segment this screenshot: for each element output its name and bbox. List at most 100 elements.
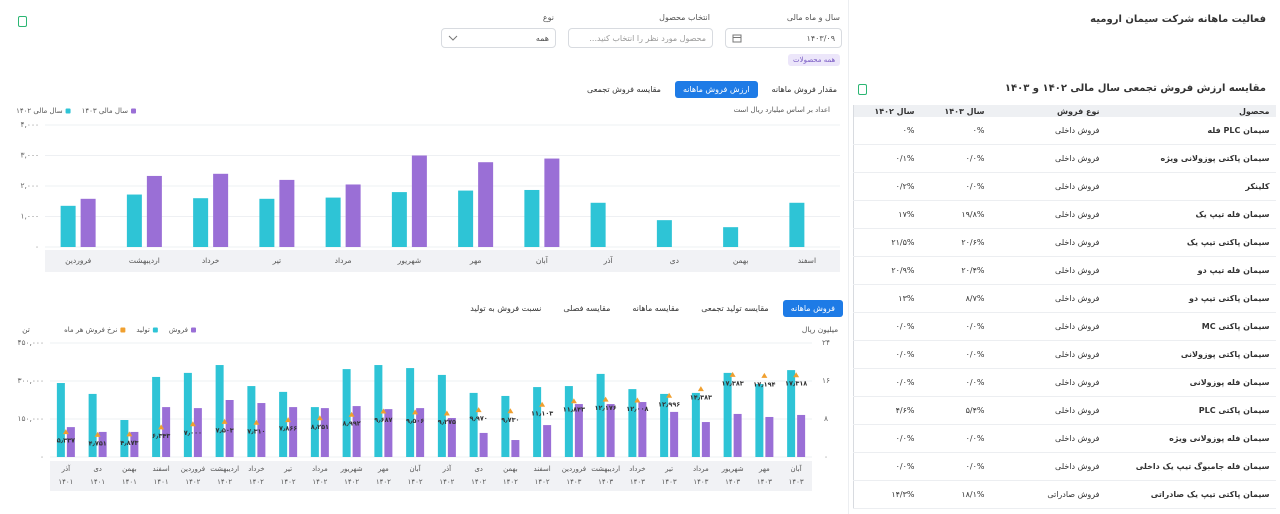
x-tick-label: آبان — [536, 255, 549, 265]
type-select[interactable]: همه — [441, 28, 556, 48]
bar — [478, 162, 494, 247]
bar — [183, 372, 192, 457]
filter-label: انتخاب محصول — [659, 13, 710, 22]
bar — [691, 392, 700, 457]
data-label: ۱۴٫۳۸۳ — [690, 394, 712, 402]
table-row: سیمان PLC فله فروش داخلی ۰% ۰% — [853, 117, 1276, 145]
tab[interactable]: فروش ماهانه — [782, 300, 843, 317]
chevron — [448, 35, 458, 41]
data-label: ۴٫۷۵۱ — [88, 439, 106, 447]
table-cell: ۰/۰% — [853, 340, 921, 369]
table-cell: فروش داخلی — [990, 424, 1106, 453]
x-tick-label: آذر — [442, 464, 452, 473]
x-tick-label: ۱۴۰۲ — [503, 478, 518, 486]
x-tick-label: ۱۴۰۱ — [154, 478, 169, 486]
x-tick-label: ۱۴۰۱ — [58, 478, 73, 486]
tab[interactable]: نسبت فروش به تولید — [470, 304, 542, 313]
rate-marker — [539, 401, 546, 407]
bar — [660, 393, 669, 457]
y-axis-title: تن — [22, 325, 30, 334]
bar — [225, 400, 234, 457]
x-tick-label: آذر — [61, 464, 71, 473]
tab-bar: فروش ماهانه مقایسه تولید تجمعی مقایسه ماها… — [462, 300, 843, 317]
table-cell: ۱۸/۱% — [920, 480, 991, 509]
legend-label: نرخ فروش هر ماه — [64, 326, 117, 334]
bar — [310, 407, 319, 457]
x-tick-label: اسفند — [534, 465, 551, 473]
tab[interactable]: مقایسه تولید تجمعی — [701, 304, 769, 313]
table-cell: ۰/۲% — [853, 172, 921, 201]
table-cell: ۰% — [853, 117, 921, 145]
y-tick-label: ۳,۰۰۰ — [21, 151, 40, 160]
data-label: ۱۲٫۹۹۶ — [658, 400, 680, 408]
tab[interactable]: مقدار فروش ماهانه — [771, 85, 837, 94]
icon[interactable] — [18, 16, 27, 27]
x-tick-label: دی — [93, 465, 102, 473]
bar — [723, 227, 739, 247]
note: اعداد بر اساس میلیارد ریال است — [734, 106, 830, 114]
x-tick-label: مرداد — [693, 465, 709, 473]
x-tick-label: خرداد — [629, 465, 645, 473]
legend-swatch — [191, 327, 196, 333]
bar — [345, 184, 361, 247]
bar — [755, 384, 764, 457]
rate-marker — [253, 419, 260, 425]
table-cell: سیمان پاکتی تیپ یک — [1105, 228, 1276, 257]
bar — [120, 420, 129, 457]
table-cell: سیمان فله پوزولانی — [1105, 368, 1276, 397]
rate-marker — [634, 397, 641, 403]
table-cell: فروش داخلی — [990, 452, 1106, 481]
bar — [247, 386, 256, 457]
table-cell: سیمان پاکتی پوزولانی ویژه — [1105, 144, 1276, 173]
bar — [213, 173, 229, 247]
legend-label: تولید — [136, 326, 150, 334]
table-cell: سیمان PLC فله — [1105, 117, 1276, 145]
tab[interactable]: مقایسه فصلی — [563, 304, 611, 313]
table-cell: فروش داخلی — [990, 256, 1106, 285]
legend-label: سال مالی ۱۴۰۲ — [16, 107, 63, 115]
table-row: سیمان پاکتی تیپ یک فروش داخلی ۲۰/۶% ۲۱/۵% — [853, 228, 1276, 257]
x-tick-label: مرداد — [312, 465, 328, 473]
bar — [384, 409, 393, 457]
x-tick-label: ۱۴۰۲ — [408, 478, 423, 486]
table-cell: ۸/۷% — [920, 284, 991, 313]
tag[interactable]: همه محصولات — [788, 54, 841, 66]
x-tick-label: ۱۴۰۳ — [662, 478, 677, 486]
bar — [606, 404, 615, 457]
bar — [469, 392, 478, 457]
table-cell: ۰/۰% — [920, 452, 991, 481]
x-tick-label: آبان — [791, 464, 803, 473]
y2-tick-label: ۱۶ — [822, 376, 830, 385]
bar — [152, 376, 161, 457]
rate-marker — [602, 396, 609, 402]
tab[interactable]: مقایسه فروش تجمعی — [587, 85, 661, 94]
column-header: سال ۱۴۰۳ — [920, 105, 991, 117]
icon[interactable] — [858, 84, 867, 95]
y2-tick-label: ۲۴ — [822, 338, 830, 347]
date-input[interactable]: ۱۴۰۳/۰۹ — [725, 28, 842, 48]
data-label: ۱۱٫۸۴۳ — [563, 406, 585, 414]
bar — [259, 198, 275, 247]
table-cell: ۰/۰% — [920, 144, 991, 173]
page-title: فعالیت ماهانه شرکت سیمان ارومیه — [1090, 14, 1266, 25]
table-cell: فروش داخلی — [990, 340, 1106, 369]
product-input[interactable]: محصول مورد نظر را انتخاب کنید... — [568, 28, 713, 48]
legend-label: سال مالی ۱۴۰۳ — [82, 107, 129, 115]
x-tick-label: ۱۴۰۱ — [122, 478, 137, 486]
table-cell: ۲۰/۴% — [920, 256, 991, 285]
bar — [787, 370, 796, 457]
bar — [193, 408, 202, 457]
table-cell: فروش داخلی — [990, 117, 1106, 145]
table-cell: ۱۳% — [853, 284, 921, 313]
tab[interactable]: مقایسه ماهانه — [632, 304, 680, 313]
y-tick-label: ۲,۰۰۰ — [21, 181, 40, 190]
calendar-icon — [732, 34, 742, 43]
data-label: ۷٫۸۶۶ — [279, 425, 297, 433]
table-cell: ۴/۶% — [853, 396, 921, 425]
table-cell: ۰/۰% — [853, 424, 921, 453]
x-tick-label: ۱۴۰۲ — [376, 478, 391, 486]
tab[interactable]: ارزش فروش ماهانه — [674, 81, 758, 98]
table-title: مقایسه ارزش فروش تجمعی سال مالی ۱۴۰۲ و ۱… — [1004, 83, 1266, 94]
bar — [543, 425, 552, 457]
x-tick-label: ۱۴۰۳ — [757, 478, 772, 486]
